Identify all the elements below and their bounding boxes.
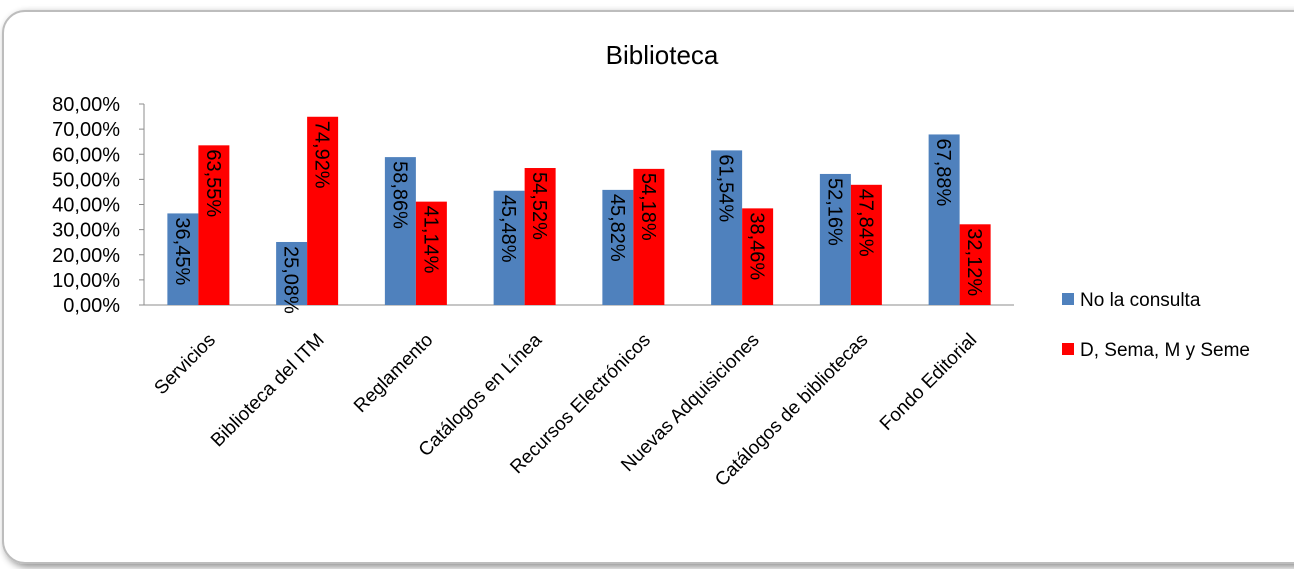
bar-d-sema-m-y-seme (742, 208, 774, 305)
legend-label: D, Sema, M y Seme (1080, 340, 1250, 361)
chart-title: Biblioteca (606, 40, 719, 70)
y-tick-label: 40,00% (52, 195, 120, 217)
y-tick-label: 50,00% (52, 169, 120, 191)
data-label: 45,48% (497, 195, 519, 263)
legend: No la consulta D, Sema, M y Seme (1062, 290, 1250, 361)
data-label: 54,18% (637, 173, 659, 241)
data-label: 38,46% (746, 212, 768, 280)
data-label: 74,92% (311, 121, 333, 189)
data-label: 58,86% (388, 161, 410, 229)
y-tick-label: 0,00% (63, 295, 120, 317)
legend-label: No la consulta (1080, 290, 1201, 311)
y-tick-label: 10,00% (52, 270, 120, 292)
bar-d-sema-m-y-seme (415, 201, 447, 305)
y-tick-label: 60,00% (52, 144, 120, 166)
bar-no-la-consulta (602, 189, 634, 305)
y-tick-label: 80,00% (52, 94, 120, 116)
data-label: 67,88% (932, 138, 954, 206)
bar-no-la-consulta (711, 150, 743, 305)
bar-d-sema-m-y-seme (307, 116, 339, 306)
bar-no-la-consulta (819, 173, 851, 305)
data-label: 25,08% (280, 246, 302, 314)
bar-no-la-consulta (928, 134, 960, 305)
legend-swatch (1062, 343, 1074, 355)
bar-no-la-consulta (167, 213, 199, 305)
data-label: 52,16% (823, 178, 845, 246)
bar-no-la-consulta (493, 190, 525, 305)
data-label: 36,45% (171, 217, 193, 285)
y-tick-label: 70,00% (52, 119, 120, 141)
bar-d-sema-m-y-seme (850, 184, 882, 305)
data-label: 61,54% (715, 154, 737, 222)
data-label: 45,82% (606, 194, 628, 262)
y-tick-label: 20,00% (52, 245, 120, 267)
data-label: 47,84% (854, 189, 876, 257)
data-label: 32,12% (963, 228, 985, 296)
bar-d-sema-m-y-seme (959, 224, 991, 305)
data-label: 54,52% (528, 172, 550, 240)
bar-d-sema-m-y-seme (633, 168, 665, 305)
bar-d-sema-m-y-seme (524, 168, 556, 305)
y-axis-ticks: 0,00% 10,00% 20,00% 30,00% 40,00% 50,00% 60,00… (52, 94, 144, 317)
data-label: 41,14% (419, 206, 441, 274)
y-tick-label: 30,00% (52, 220, 120, 242)
bar-no-la-consulta (384, 157, 416, 305)
bar-d-sema-m-y-seme (198, 145, 230, 305)
data-labels-group: 36,45% 63,55% 25,08% 74,92% 58,86% 41,14% 45,4… (171, 121, 985, 314)
bar-no-la-consulta (276, 241, 308, 305)
legend-swatch (1062, 293, 1074, 305)
bars-group (167, 116, 991, 306)
data-label: 63,55% (202, 149, 224, 217)
